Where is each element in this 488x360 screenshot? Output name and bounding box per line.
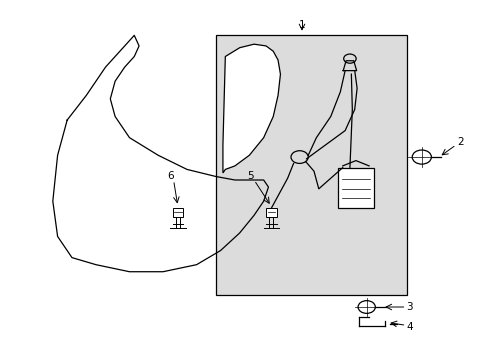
Bar xyxy=(265,208,276,217)
Text: 3: 3 xyxy=(406,302,412,312)
Polygon shape xyxy=(223,44,280,173)
Bar xyxy=(215,35,407,294)
Text: 1: 1 xyxy=(298,20,305,30)
Text: 4: 4 xyxy=(406,323,412,333)
Text: 5: 5 xyxy=(247,171,254,181)
Bar xyxy=(337,168,373,208)
Bar xyxy=(172,208,183,217)
Text: 2: 2 xyxy=(456,137,463,147)
Text: 6: 6 xyxy=(166,171,173,181)
